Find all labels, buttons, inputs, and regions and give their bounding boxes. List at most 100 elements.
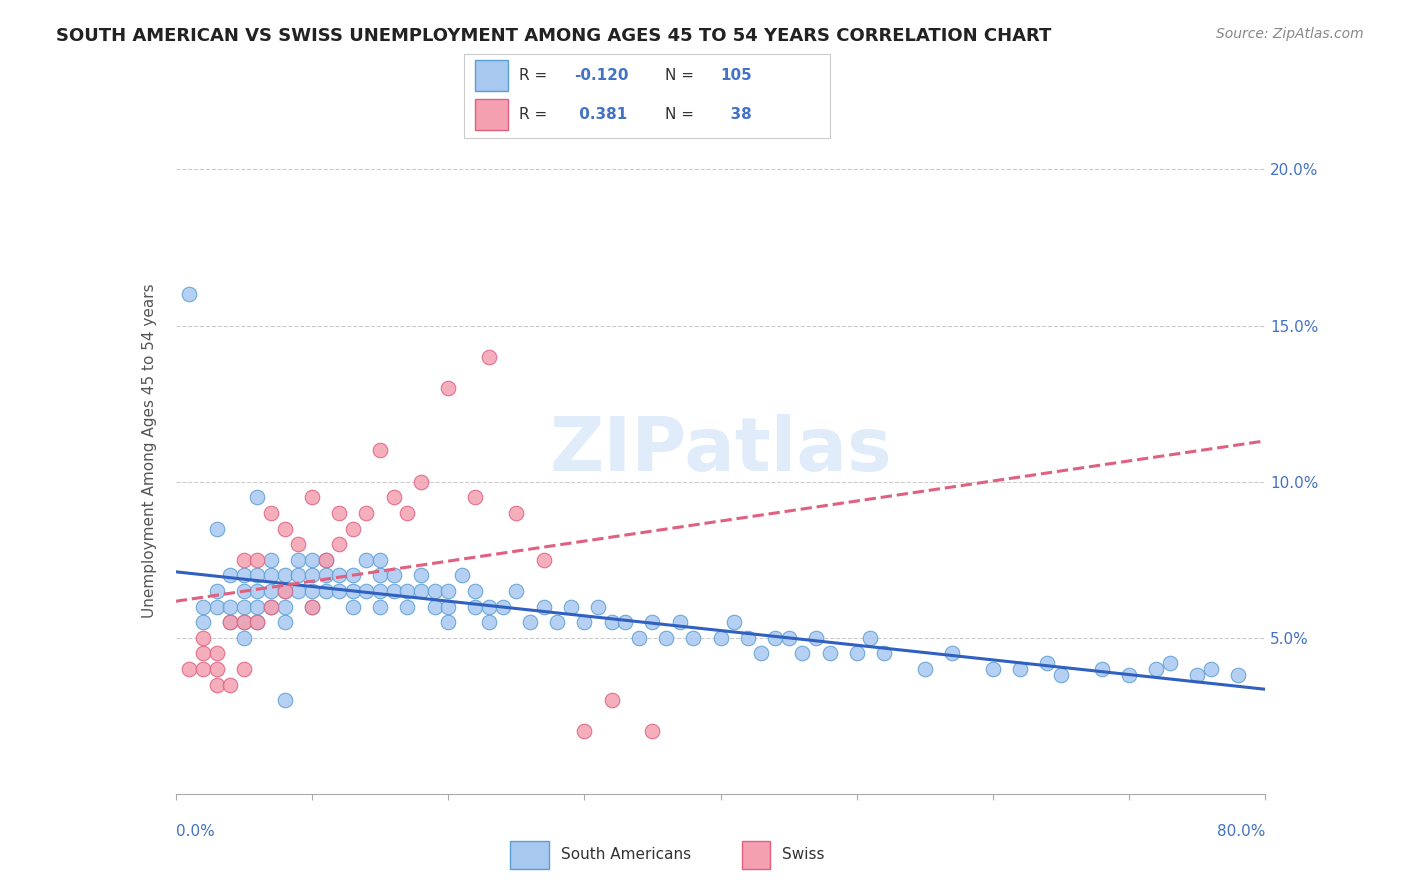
Point — [274, 615, 297, 630]
Point — [232, 583, 254, 598]
Text: N =: N = — [665, 107, 699, 122]
Point — [492, 599, 515, 614]
Point — [356, 552, 378, 567]
Point — [287, 568, 309, 582]
Point — [519, 615, 541, 630]
Point — [792, 646, 814, 660]
Point — [914, 662, 936, 676]
Point — [409, 568, 432, 582]
Point — [668, 615, 690, 630]
Point — [232, 615, 254, 630]
Point — [1091, 662, 1114, 676]
Point — [301, 599, 323, 614]
Point — [287, 583, 309, 598]
Point — [368, 599, 391, 614]
Text: 105: 105 — [720, 68, 752, 83]
Point — [1199, 662, 1222, 676]
Point — [1036, 656, 1059, 670]
Point — [301, 552, 323, 567]
Point — [600, 615, 623, 630]
Point — [315, 552, 337, 567]
Point — [274, 599, 297, 614]
Point — [246, 615, 269, 630]
Point — [1159, 656, 1181, 670]
Text: R =: R = — [519, 68, 553, 83]
Point — [423, 583, 446, 598]
Point — [396, 506, 419, 520]
Point — [260, 506, 283, 520]
Point — [423, 599, 446, 614]
Point — [232, 631, 254, 645]
Text: R =: R = — [519, 107, 553, 122]
Point — [301, 568, 323, 582]
Point — [614, 615, 637, 630]
Point — [274, 521, 297, 535]
Point — [723, 615, 745, 630]
Point — [981, 662, 1004, 676]
Point — [205, 583, 228, 598]
Point — [804, 631, 827, 645]
Text: -0.120: -0.120 — [574, 68, 628, 83]
Point — [546, 615, 568, 630]
Point — [382, 490, 405, 504]
Point — [219, 678, 242, 692]
Point — [328, 506, 350, 520]
Point — [219, 599, 242, 614]
Point — [246, 583, 269, 598]
Point — [179, 287, 201, 301]
Point — [818, 646, 841, 660]
Point — [1010, 662, 1032, 676]
Point — [560, 599, 582, 614]
Point — [437, 599, 460, 614]
Point — [1118, 668, 1140, 682]
Point — [246, 490, 269, 504]
Point — [737, 631, 759, 645]
Point — [751, 646, 773, 660]
Point — [205, 521, 228, 535]
Text: Source: ZipAtlas.com: Source: ZipAtlas.com — [1216, 27, 1364, 41]
Point — [682, 631, 704, 645]
Point — [641, 724, 664, 739]
Point — [287, 537, 309, 551]
Point — [287, 552, 309, 567]
Point — [1144, 662, 1167, 676]
Point — [260, 568, 283, 582]
Point — [232, 568, 254, 582]
Point — [315, 552, 337, 567]
Point — [246, 615, 269, 630]
Point — [328, 583, 350, 598]
FancyBboxPatch shape — [475, 61, 508, 91]
Point — [205, 599, 228, 614]
Point — [205, 646, 228, 660]
Point — [574, 615, 596, 630]
FancyBboxPatch shape — [475, 99, 508, 130]
Point — [342, 521, 364, 535]
Point — [1227, 668, 1250, 682]
Point — [505, 506, 527, 520]
Point — [1187, 668, 1209, 682]
FancyBboxPatch shape — [742, 841, 770, 869]
Point — [710, 631, 733, 645]
Point — [260, 599, 283, 614]
Text: 80.0%: 80.0% — [1218, 824, 1265, 839]
Point — [246, 568, 269, 582]
Point — [368, 443, 391, 458]
Point — [219, 615, 242, 630]
Point — [533, 599, 555, 614]
Point — [274, 583, 297, 598]
Point — [382, 583, 405, 598]
Point — [1050, 668, 1073, 682]
Point — [873, 646, 896, 660]
Point — [274, 568, 297, 582]
FancyBboxPatch shape — [510, 841, 550, 869]
Point — [627, 631, 650, 645]
Point — [941, 646, 963, 660]
Point — [219, 615, 242, 630]
Text: ZIPatlas: ZIPatlas — [550, 414, 891, 487]
Point — [315, 583, 337, 598]
Point — [450, 568, 472, 582]
Point — [586, 599, 609, 614]
Point — [232, 662, 254, 676]
Point — [274, 583, 297, 598]
Point — [328, 537, 350, 551]
